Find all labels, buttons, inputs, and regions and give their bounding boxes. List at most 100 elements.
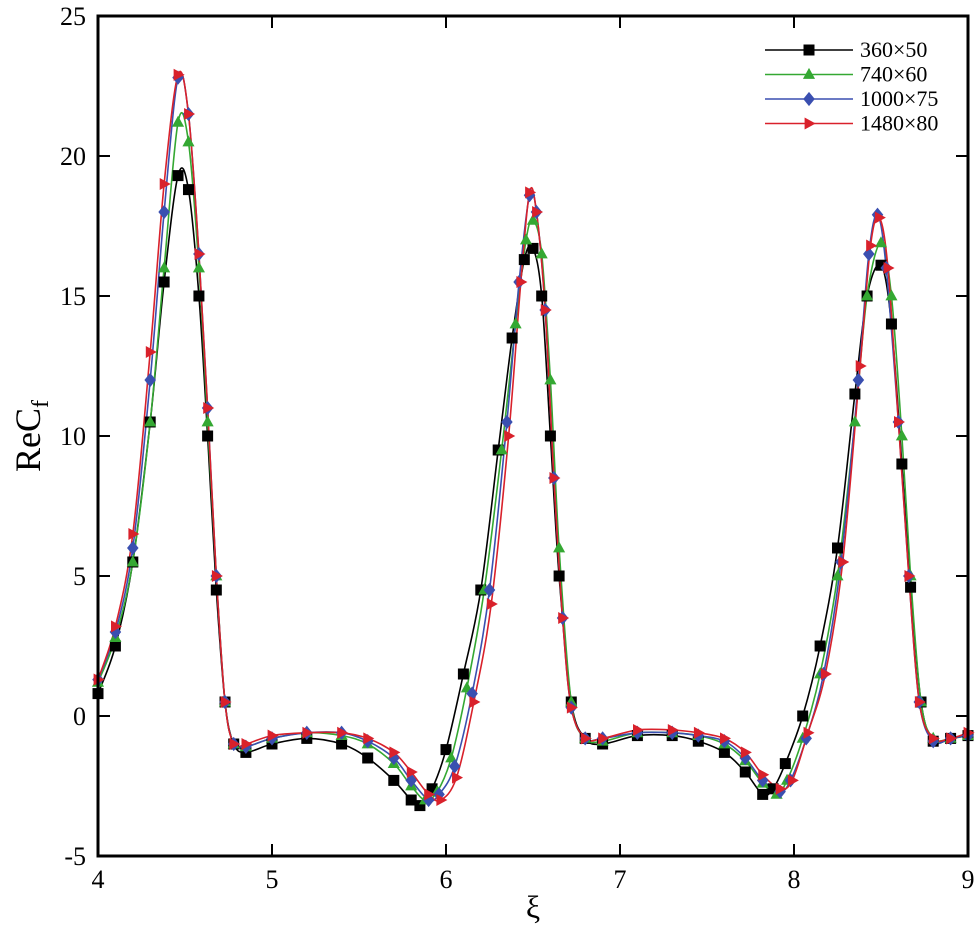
data-point-series-1 (885, 318, 897, 330)
data-point-series-4 (549, 471, 561, 485)
data-point-series-4 (904, 569, 916, 583)
data-point-series-4 (525, 186, 537, 199)
data-point-series-1 (779, 758, 791, 770)
data-point-series-4 (566, 701, 578, 714)
data-point-series-1 (172, 170, 184, 182)
data-point-series-2 (192, 261, 205, 273)
data-point-series-2 (519, 233, 533, 245)
data-point-series-4 (267, 729, 279, 742)
data-point-series-2 (848, 415, 861, 427)
data-point-series-1 (896, 458, 908, 470)
data-point-series-1 (440, 744, 452, 756)
y-tick-label: 0 (73, 702, 86, 731)
data-point-series-2 (553, 541, 566, 553)
data-point-series-1 (405, 794, 417, 806)
data-point-series-4 (424, 788, 436, 801)
data-point-series-2 (544, 373, 557, 385)
data-point-series-4 (406, 765, 418, 779)
data-point-series-1 (426, 783, 438, 795)
data-point-series-4 (504, 429, 516, 443)
data-point-series-4 (516, 275, 528, 289)
data-point-series-2 (535, 247, 548, 259)
data-point-series-4 (838, 555, 850, 569)
data-point-series-2 (445, 751, 458, 763)
data-point-series-2 (201, 415, 214, 427)
legend-marker-2 (802, 67, 816, 79)
legend-label-4: 1480×80 (860, 111, 938, 136)
data-point-series-1 (797, 710, 809, 722)
data-point-series-3 (144, 372, 156, 388)
data-point-series-1 (210, 584, 222, 596)
data-point-series-2 (182, 135, 195, 147)
x-tick-label: 4 (92, 865, 105, 894)
x-tick-label: 8 (788, 865, 801, 894)
data-point-series-4 (874, 211, 886, 224)
data-point-series-4 (633, 723, 644, 737)
x-tick-label: 9 (962, 865, 975, 894)
data-point-series-4 (486, 597, 498, 611)
data-point-series-1 (158, 276, 170, 288)
data-point-series-2 (526, 213, 540, 225)
data-point-series-4 (194, 247, 206, 261)
data-point-series-1 (849, 388, 861, 400)
data-point-series-1 (875, 259, 887, 271)
data-point-series-4 (128, 527, 140, 541)
data-point-series-2 (495, 443, 508, 455)
data-point-series-1 (182, 184, 194, 196)
data-point-series-1 (202, 430, 214, 442)
data-point-series-4 (693, 726, 705, 739)
legend-label-1: 360×50 (860, 37, 927, 62)
data-point-series-1 (814, 640, 826, 652)
data-point-series-2 (144, 415, 157, 427)
data-point-series-4 (946, 732, 958, 745)
data-point-series-4 (111, 620, 122, 633)
data-point-series-1 (767, 783, 779, 795)
data-point-series-1 (336, 738, 348, 750)
data-point-series-4 (184, 107, 196, 121)
data-point-series-4 (740, 746, 752, 759)
data-point-series-4 (775, 782, 787, 795)
x-tick-label: 6 (440, 865, 453, 894)
legend-label-3: 1000×75 (860, 86, 938, 111)
data-point-series-4 (211, 569, 223, 583)
data-point-series-4 (914, 695, 926, 709)
x-tick-label: 7 (614, 865, 627, 894)
y-tick-label: -5 (64, 842, 86, 871)
data-point-series-4 (532, 205, 544, 219)
data-point-series-4 (855, 359, 867, 373)
data-point-series-1 (506, 332, 518, 344)
data-point-series-3 (158, 204, 170, 220)
data-point-series-3 (109, 624, 122, 640)
legend-marker-1 (803, 44, 815, 56)
data-point-series-3 (863, 246, 875, 262)
marker-layer (91, 68, 975, 812)
data-point-series-2 (831, 569, 844, 581)
tick-label-layer: 4 5 6 7 8 9 -5 0 5 10 15 20 25 (60, 2, 975, 894)
data-point-series-1 (193, 290, 205, 302)
legend-label-2: 740×60 (860, 62, 927, 87)
data-point-series-3 (483, 582, 496, 598)
data-point-series-2 (158, 261, 171, 273)
data-point-series-4 (145, 345, 157, 359)
data-point-series-4 (820, 667, 832, 681)
data-point-series-2 (509, 317, 522, 329)
data-point-series-4 (337, 726, 349, 739)
data-point-series-4 (787, 774, 799, 787)
data-point-series-4 (894, 415, 905, 429)
y-tick-label: 10 (60, 422, 86, 451)
data-point-series-4 (580, 732, 592, 745)
data-point-series-4 (928, 732, 940, 745)
data-point-series-4 (469, 695, 481, 709)
data-point-series-4 (720, 732, 731, 745)
data-point-series-1 (362, 752, 374, 764)
data-point-series-4 (436, 793, 448, 807)
data-point-series-1 (553, 570, 565, 582)
data-point-series-2 (171, 115, 185, 127)
data-point-series-3 (127, 540, 139, 556)
data-point-series-2 (885, 289, 898, 301)
data-point-series-4 (667, 723, 679, 737)
data-point-series-4 (241, 737, 253, 751)
